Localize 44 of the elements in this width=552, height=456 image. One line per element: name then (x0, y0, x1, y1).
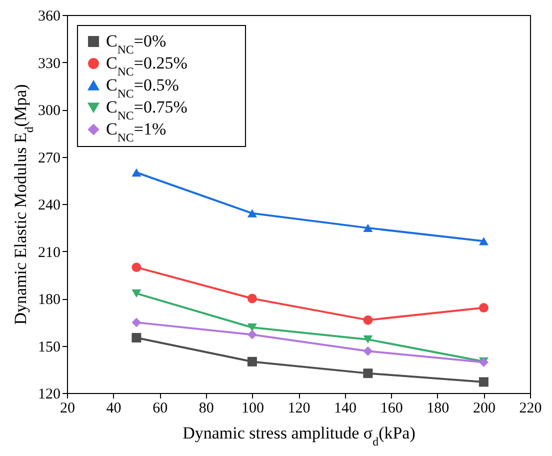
point (363, 315, 373, 325)
x-tick-label: 40 (106, 400, 122, 416)
x-tick-label: 220 (519, 400, 542, 416)
point (478, 303, 488, 313)
x-tick-label: 120 (288, 400, 310, 416)
x-tick-label: 140 (334, 400, 357, 416)
y-tick-label: 300 (38, 103, 60, 119)
x-tick-label: 200 (472, 400, 496, 416)
point (247, 330, 257, 340)
x-axis-title: Dynamic stress amplitude σ$_{d}$(kPa) (182, 424, 416, 448)
point (363, 346, 373, 356)
y-tick-label: 180 (38, 292, 60, 308)
point (132, 332, 142, 342)
point (132, 318, 142, 328)
x-tick-label: 160 (380, 400, 403, 416)
x-tick-label: 60 (152, 400, 168, 416)
legend-label: C$_{NC}$=0.5% (106, 76, 179, 100)
point (247, 323, 257, 332)
point (132, 289, 142, 298)
point (363, 224, 373, 232)
point (247, 209, 257, 218)
legend-label: C$_{NC}$=1% (106, 120, 166, 144)
point (132, 262, 142, 272)
legend-label: C$_{NC}$=0.25% (106, 54, 188, 78)
x-tick-label: 20 (60, 400, 75, 416)
x-tick-label: 80 (198, 400, 214, 416)
point (247, 294, 257, 304)
legend-label: C$_{NC}$=0% (106, 32, 166, 56)
y-tick-label: 150 (38, 339, 60, 356)
point (478, 377, 488, 387)
point (478, 237, 488, 246)
x-tick-label: 180 (426, 400, 450, 416)
point (132, 168, 142, 177)
y-tick-label: 330 (38, 56, 60, 72)
legend-label: C$_{NC}$=0.75% (106, 98, 188, 122)
point (247, 356, 257, 366)
point (363, 335, 373, 344)
y-tick-label: 120 (38, 386, 60, 402)
y-tick-label: 210 (38, 244, 60, 261)
x-tick-label: 100 (241, 400, 264, 416)
y-tick-label: 240 (38, 198, 60, 214)
point (363, 368, 373, 378)
y-tick-label: 270 (38, 150, 60, 166)
y-tick-label: 360 (38, 8, 60, 24)
